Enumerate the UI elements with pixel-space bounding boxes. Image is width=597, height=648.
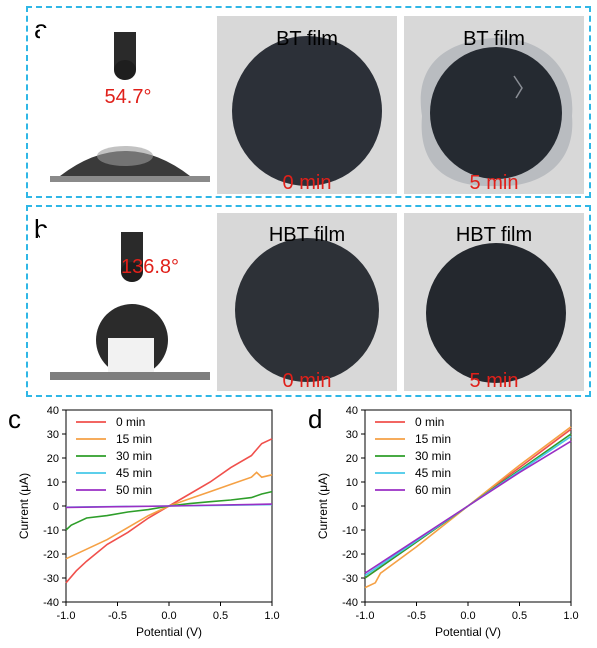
chart-d-ytick-label: 40 [346,405,358,417]
film-time-a-0: 0 min [282,172,332,194]
film-time-b-0: 0 min [282,370,332,392]
film-photo-a-0 [217,16,397,194]
film-photo-b-0 [217,213,397,391]
chart-d-legend-label-2: 30 min [415,449,451,463]
chart-d-ytick-label: -20 [342,549,358,561]
panel-d-letter: d [308,404,323,434]
chart-c-series-line-4 [65,503,273,509]
chart-d-ytick-label: -10 [342,525,358,537]
chart-d-ytick-label: 20 [346,453,358,465]
chart-d-ytick-label: -40 [342,597,358,609]
chart-c-legend-label-3: 45 min [116,466,152,480]
chart-c-ytick-label: -10 [43,525,59,537]
chart-c-xtick-label: -1.0 [57,610,76,622]
chart-c-series-line-2 [65,490,273,531]
chart-c-ylabel: Current (μA) [17,473,31,539]
film-photo-b-1 [404,213,584,391]
panel-a-frame [26,6,591,198]
contact-angle-a: 54.7° [104,86,152,108]
chart-c-ytick-label: 30 [47,429,59,441]
chart-d-xtick-label: 0.0 [460,610,475,622]
chart-c-ytick-label: 20 [47,453,59,465]
chart-d-legend-label-4: 60 min [415,483,451,497]
chart-d: -1.0 -0.5 0.0 0.5 1.0 -40 -30 -20 -10 0 10 20 30 40 Po… [316,405,579,639]
film-label-a-1: BT film [463,28,525,50]
droplet-photo-b [40,228,210,388]
chart-d-legend-label-1: 15 min [415,432,451,446]
chart-c-xlabel: Potential (V) [136,625,202,639]
chart-c-ytick-label: 0 [53,501,59,513]
chart-c-legend-label-1: 15 min [116,432,152,446]
chart-c-legend-label-2: 30 min [116,449,152,463]
droplet-photo-a [40,28,210,188]
chart-c-xtick-label: 1.0 [264,610,279,622]
chart-c-series-line-1 [65,471,273,560]
film-label-b-1: HBT film [455,224,533,246]
chart-d-ytick-label: -30 [342,573,358,585]
chart-d-xlabel: Potential (V) [435,625,501,639]
chart-d-legend-label-0: 0 min [415,415,444,429]
chart-d-ytick-label: 0 [352,501,358,513]
film-label-b-0: HBT film [268,224,346,246]
chart-d-series-line-4 [364,440,572,574]
chart-c-ytick-label: 40 [47,405,59,417]
chart-c-series-line-0 [65,438,273,584]
film-time-b-1: 5 min [469,370,519,392]
chart-d-legend-label-3: 45 min [415,466,451,480]
chart-c-xtick-label: 0.0 [161,610,176,622]
panel-b-frame [26,205,591,397]
chart-c: -1.0 -0.5 0.0 0.5 1.0 -40 -30 -20 -10 0 10 20 30 40 Po… [17,405,280,639]
film-label-a-0: BT film [276,28,338,50]
chart-c-legend-label-4: 50 min [116,483,152,497]
chart-c-ytick-label: -20 [43,549,59,561]
chart-d-ytick-label: 30 [346,429,358,441]
chart-c-legend-label-0: 0 min [116,415,145,429]
chart-c-xtick-label: -0.5 [108,610,127,622]
chart-d-xtick-label: -0.5 [407,610,426,622]
chart-d-xtick-label: 1.0 [563,610,578,622]
chart-d-series-line-1 [364,426,572,589]
chart-d-xtick-label: -1.0 [356,610,375,622]
chart-d-xtick-label: 0.5 [512,610,527,622]
contact-angle-b: 136.8° [120,256,180,278]
chart-c-ytick-label: 10 [47,477,59,489]
chart-d-ytick-label: 10 [346,477,358,489]
chart-d-ylabel: Current (μA) [316,473,330,539]
chart-c-xtick-label: 0.5 [213,610,228,622]
chart-c-ytick-label: -40 [43,597,59,609]
panel-c-letter: c [8,404,21,434]
film-time-a-1: 5 min [469,172,519,194]
chart-c-ytick-label: -30 [43,573,59,585]
film-photo-a-1 [404,16,584,194]
